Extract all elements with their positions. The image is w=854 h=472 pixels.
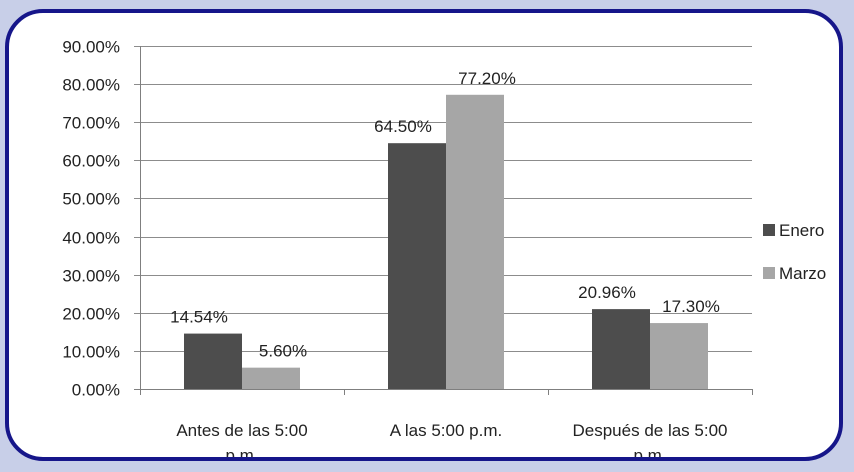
legend-swatch-marzo xyxy=(763,267,775,279)
data-label: 14.54% xyxy=(170,308,228,327)
bar-chart: 0.00% 10.00% 20.00% 30.00% 40.00% 50.00% 60.00… xyxy=(62,38,826,458)
bar-marzo xyxy=(446,94,504,389)
category-label: p.m. xyxy=(225,446,258,457)
y-tick-label: 80.00% xyxy=(62,76,120,95)
category-label: Después de las 5:00 xyxy=(573,421,728,440)
legend-label: Marzo xyxy=(779,264,826,283)
category-label: A las 5:00 p.m. xyxy=(390,421,502,440)
y-tick-label: 60.00% xyxy=(62,152,120,171)
data-label: 77.20% xyxy=(458,69,516,88)
data-label: 5.60% xyxy=(259,342,307,361)
category-label: Antes de las 5:00 xyxy=(176,421,307,440)
bar-enero xyxy=(388,143,446,389)
legend-swatch-enero xyxy=(763,224,775,236)
y-tick-label: 40.00% xyxy=(62,229,120,248)
y-tick-label: 0.00% xyxy=(72,381,120,400)
data-label: 20.96% xyxy=(578,283,636,302)
data-label: 64.50% xyxy=(374,117,432,136)
data-label: 17.30% xyxy=(662,297,720,316)
bar-marzo xyxy=(650,323,708,389)
y-tick-label: 20.00% xyxy=(62,305,120,324)
legend-label: Enero xyxy=(779,221,824,240)
y-tick-label: 90.00% xyxy=(62,38,120,57)
y-tick-label: 50.00% xyxy=(62,190,120,209)
category-label: p.m. xyxy=(633,446,666,457)
bar-enero xyxy=(184,333,242,389)
chart-frame: 0.00% 10.00% 20.00% 30.00% 40.00% 50.00% 60.00… xyxy=(5,9,843,461)
y-tick-label: 70.00% xyxy=(62,114,120,133)
bar-marzo xyxy=(242,367,300,389)
bar-enero xyxy=(592,309,650,389)
y-tick-label: 10.00% xyxy=(62,343,120,362)
y-tick-label: 30.00% xyxy=(62,267,120,286)
